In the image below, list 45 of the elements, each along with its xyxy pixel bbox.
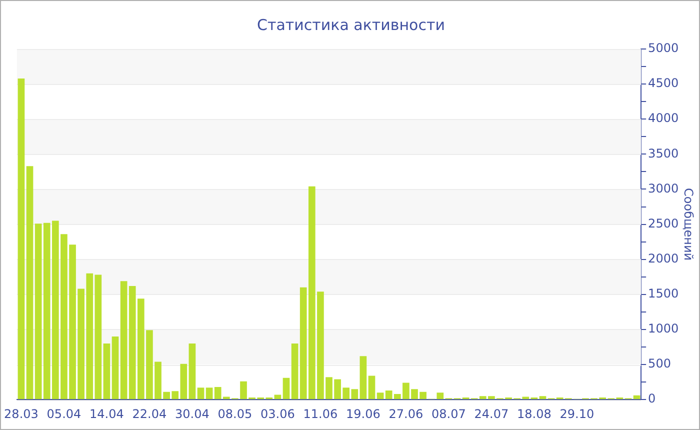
y-tick-label: 2000 xyxy=(648,251,679,266)
x-tick-label: 14.04 xyxy=(90,406,124,421)
bar xyxy=(206,388,213,400)
bar xyxy=(188,344,196,400)
y-tick-label: 5000 xyxy=(648,41,679,56)
x-tick-label: 30.04 xyxy=(175,406,210,421)
y-tick-label: 1500 xyxy=(648,286,679,301)
bar xyxy=(436,392,444,400)
bar xyxy=(103,344,110,400)
bar xyxy=(376,392,384,400)
y-tick-label: 0 xyxy=(648,392,656,406)
bar xyxy=(26,166,34,400)
x-tick-label: 22.04 xyxy=(132,406,167,421)
x-tick-label: 28.03 xyxy=(4,406,38,421)
bar xyxy=(360,356,367,400)
bar xyxy=(633,395,640,400)
x-tick-label: 03.06 xyxy=(260,406,295,421)
bar xyxy=(120,281,128,400)
x-tick-label: 24.07 xyxy=(474,406,509,421)
y-tick-label: 500 xyxy=(648,356,671,371)
chart-title: Статистика активности xyxy=(257,16,445,34)
bar xyxy=(368,376,376,400)
x-tick-label: 08.05 xyxy=(218,406,252,421)
y-tick-label: 2500 xyxy=(648,216,679,230)
x-tick-label: 29.10 xyxy=(560,406,594,421)
x-tick-label: 05.04 xyxy=(46,406,82,421)
bar xyxy=(197,388,204,400)
x-tick-label: 08.07 xyxy=(432,406,466,421)
bar xyxy=(18,78,25,400)
bar xyxy=(282,378,290,400)
y-tick-label: 3000 xyxy=(648,181,679,196)
bar xyxy=(291,344,298,400)
y-tick-label: 4500 xyxy=(648,76,679,90)
x-tick-label: 27.06 xyxy=(388,406,424,421)
bar xyxy=(34,224,42,400)
x-tick-label: 18.08 xyxy=(517,406,552,421)
y-tick-label: 1000 xyxy=(648,322,679,336)
y-tick-label: 3500 xyxy=(648,146,679,160)
x-tick-label: 19.06 xyxy=(346,406,380,421)
y-tick-label: 4000 xyxy=(648,111,679,126)
bar xyxy=(274,394,282,400)
x-tick-label: 11.06 xyxy=(303,406,338,421)
bar xyxy=(112,336,119,400)
y-axis-title: Сообщений xyxy=(682,188,696,261)
bar xyxy=(539,396,546,400)
